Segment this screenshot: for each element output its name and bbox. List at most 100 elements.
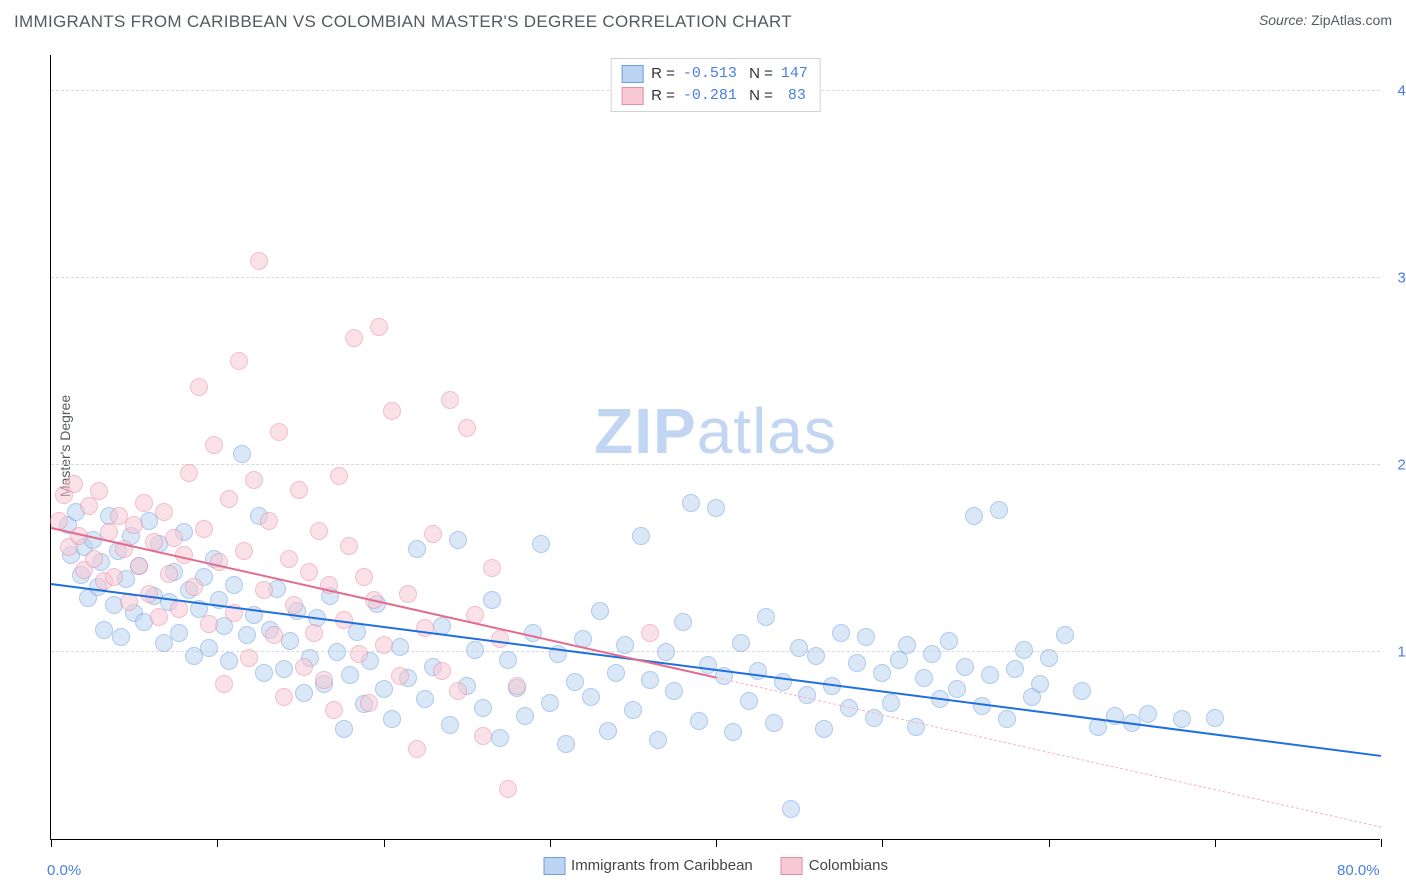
data-point: [956, 658, 974, 676]
data-point: [195, 520, 213, 538]
data-point: [160, 565, 178, 583]
data-point: [235, 542, 253, 560]
data-point: [1040, 649, 1058, 667]
swatch-colombian-icon: [621, 87, 643, 105]
data-point: [260, 512, 278, 530]
data-point: [641, 671, 659, 689]
data-point: [790, 639, 808, 657]
legend-row-colombian: R = -0.281 N = 83: [621, 85, 808, 107]
data-point: [815, 720, 833, 738]
data-point: [857, 628, 875, 646]
data-point: [80, 497, 98, 515]
data-point: [441, 716, 459, 734]
data-point: [280, 550, 298, 568]
data-point: [848, 654, 866, 672]
data-point: [125, 516, 143, 534]
data-point: [112, 628, 130, 646]
data-point: [255, 581, 273, 599]
x-tick: [1049, 839, 1050, 847]
data-point: [641, 624, 659, 642]
data-point: [591, 602, 609, 620]
x-tick: [384, 839, 385, 847]
data-point: [532, 535, 550, 553]
legend-item-colombian: Colombians: [781, 857, 888, 875]
data-point: [170, 624, 188, 642]
data-point: [649, 731, 667, 749]
data-point: [491, 729, 509, 747]
data-point: [483, 559, 501, 577]
data-point: [1206, 709, 1224, 727]
data-point: [155, 503, 173, 521]
data-point: [699, 656, 717, 674]
data-point: [360, 694, 378, 712]
data-point: [130, 557, 148, 575]
watermark: ZIPatlas: [594, 394, 837, 468]
swatch-colombian-icon: [781, 857, 803, 875]
data-point: [399, 585, 417, 603]
data-point: [325, 701, 343, 719]
data-point: [724, 723, 742, 741]
data-point: [765, 714, 783, 732]
x-tick: [716, 839, 717, 847]
data-point: [782, 800, 800, 818]
data-point: [180, 464, 198, 482]
data-point: [281, 632, 299, 650]
data-point: [350, 645, 368, 663]
y-tick-label: 20.0%: [1385, 457, 1406, 474]
swatch-caribbean-icon: [543, 857, 565, 875]
data-point: [408, 740, 426, 758]
data-point: [491, 630, 509, 648]
data-point: [215, 675, 233, 693]
data-point: [599, 722, 617, 740]
series-name-caribbean: Immigrants from Caribbean: [571, 857, 753, 874]
data-point: [250, 252, 268, 270]
data-point: [1073, 682, 1091, 700]
data-point: [375, 636, 393, 654]
data-point: [383, 402, 401, 420]
data-point: [270, 423, 288, 441]
source-label: Source:: [1259, 12, 1307, 28]
data-point: [948, 680, 966, 698]
correlation-legend: R = -0.513 N = 147 R = -0.281 N = 83: [610, 58, 821, 112]
data-point: [657, 643, 675, 661]
watermark-light: atlas: [697, 395, 837, 467]
data-point: [732, 634, 750, 652]
y-tick-label: 40.0%: [1385, 83, 1406, 100]
x-tick: [1381, 839, 1382, 847]
data-point: [832, 624, 850, 642]
watermark-bold: ZIP: [594, 395, 697, 467]
r-label: R =: [651, 63, 675, 85]
data-point: [923, 645, 941, 663]
source-attribution: Source: ZipAtlas.com: [1259, 12, 1392, 28]
series-legend: Immigrants from Caribbean Colombians: [543, 857, 888, 875]
data-point: [499, 651, 517, 669]
data-point: [255, 664, 273, 682]
data-point: [632, 527, 650, 545]
gridline: [51, 464, 1380, 465]
data-point: [290, 481, 308, 499]
data-point: [433, 662, 451, 680]
data-point: [690, 712, 708, 730]
data-point: [170, 600, 188, 618]
data-point: [499, 780, 517, 798]
data-point: [416, 690, 434, 708]
x-tick-label: 80.0%: [1337, 862, 1380, 879]
swatch-caribbean-icon: [621, 65, 643, 83]
data-point: [1139, 705, 1157, 723]
data-point: [898, 636, 916, 654]
data-point: [466, 641, 484, 659]
data-point: [557, 735, 575, 753]
data-point: [757, 608, 775, 626]
data-point: [674, 613, 692, 631]
data-point: [940, 632, 958, 650]
data-point: [1031, 675, 1049, 693]
source-value: ZipAtlas.com: [1311, 12, 1392, 28]
data-point: [310, 522, 328, 540]
data-point: [965, 507, 983, 525]
series-name-colombian: Colombians: [809, 857, 888, 874]
data-point: [882, 694, 900, 712]
scatter-plot-area: ZIPatlas R = -0.513 N = 147 R = -0.281 N…: [50, 55, 1380, 840]
data-point: [774, 673, 792, 691]
data-point: [566, 673, 584, 691]
data-point: [807, 647, 825, 665]
